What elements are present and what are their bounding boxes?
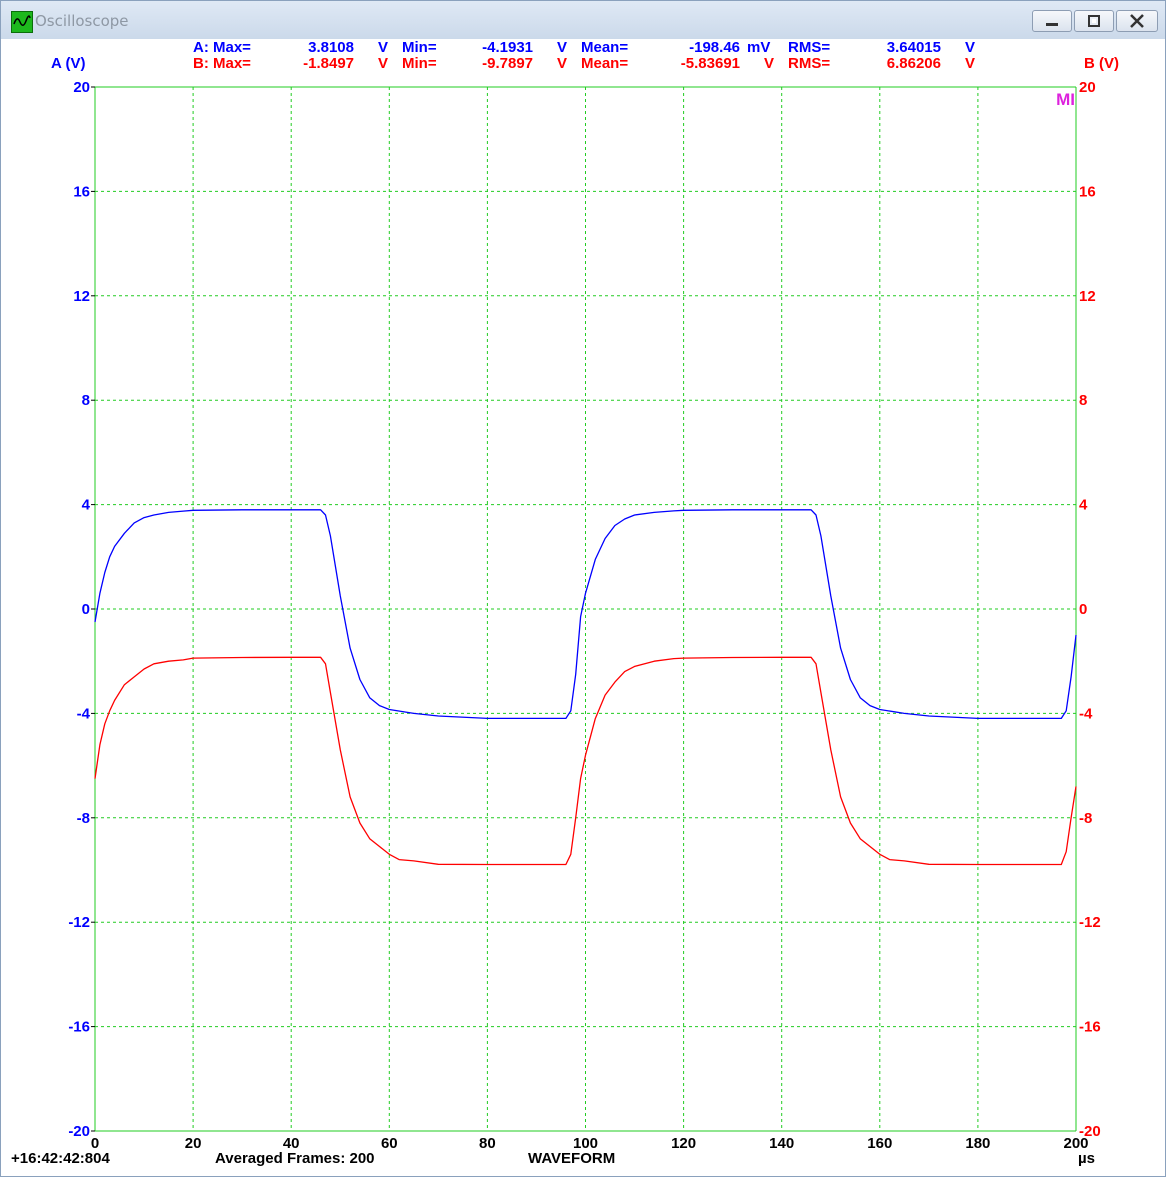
series-a-line [94,509,1077,720]
y-tick-label-right: 16 [1079,183,1096,200]
y-tick-label-right: -4 [1079,705,1093,722]
timestamp: +16:42:42:804 [11,1150,110,1167]
y-tick-label-right: 20 [1079,79,1096,96]
x-axis-unit: µs [1078,1150,1095,1167]
stats-b-min-unit: V [557,55,567,72]
y-tick-label-right: 8 [1079,392,1087,409]
stats-b-rms-label: RMS= [788,55,830,72]
stats-a-min-label: Min= [402,39,437,56]
x-tick-label: 120 [671,1135,696,1152]
y-tick-label-left: 0 [82,601,90,618]
stats-a-rms: 3.64015 [887,39,941,56]
y-tick-label-right: -8 [1079,810,1092,827]
stats-b-mean-label: Mean= [581,55,628,72]
series-b-line [94,656,1077,866]
y-tick-label-right: -12 [1079,914,1101,931]
x-tick-label: 40 [283,1135,300,1152]
y-tick-label-left: -16 [68,1019,90,1036]
stats-a: A: Max= 3.8108 V Min= -4.1931 V Mean= -1… [193,39,975,56]
maximize-icon [1088,15,1100,27]
x-tick-label: 140 [769,1135,794,1152]
x-tick-label: 60 [381,1135,398,1152]
stats-a-label: A: Max= [193,39,251,56]
y-tick-label-right: 0 [1079,601,1087,618]
y-tick-label-left: -12 [68,914,90,931]
grid [91,86,1077,1132]
y-tick-label-left: -4 [77,705,91,722]
mi-marker: MI [1056,90,1075,109]
y-axis-left-title: A (V) [51,55,85,72]
x-tick-label: 180 [965,1135,990,1152]
x-tick-label: 160 [867,1135,892,1152]
stats-b: B: Max= -1.8497 V Min= -9.7897 V Mean= -… [193,55,975,72]
x-tick-label: 20 [185,1135,202,1152]
maximize-button[interactable] [1074,10,1114,32]
y-tick-label-left: 4 [82,497,91,514]
y-tick-label-left: -8 [77,810,90,827]
y-tick-label-left: -20 [68,1123,90,1140]
stats-b-label: B: Max= [193,55,251,72]
x-tick-label: 0 [91,1135,99,1152]
x-tick-label: 80 [479,1135,496,1152]
x-tick-label: 100 [573,1135,598,1152]
stats-a-max: 3.8108 [308,39,354,56]
stats-b-rms-unit: V [965,55,975,72]
mode-label: WAVEFORM [528,1150,615,1167]
minimize-button[interactable] [1032,10,1072,32]
stats-a-min-unit: V [557,39,567,56]
y-axis-right-title: B (V) [1084,55,1119,72]
window-title: Oscilloscope [35,12,129,30]
stats-b-mean-unit: V [764,55,774,72]
stats-b-mean: -5.83691 [681,55,740,72]
stats-b-rms: 6.86206 [887,55,941,72]
y-tick-label-right: 4 [1079,497,1088,514]
y-tick-label-right: 12 [1079,288,1096,305]
stats-b-max-unit: V [378,55,388,72]
averaged-frames: Averaged Frames: 200 [215,1150,375,1167]
stats-b-min: -9.7897 [482,55,533,72]
title-bar[interactable]: Oscilloscope [1,1,1165,39]
close-icon [1130,14,1144,28]
stats-a-min: -4.1931 [482,39,533,56]
series-lines [94,509,1077,866]
stats-b-min-label: Min= [402,55,437,72]
oscilloscope-app-icon [11,11,33,33]
stats-a-mean-unit: mV [747,39,770,56]
y-tick-label-right: -20 [1079,1123,1101,1140]
y-tick-label-left: 12 [73,288,90,305]
minimize-icon [1046,23,1058,26]
stats-a-mean-label: Mean= [581,39,628,56]
y-tick-label-left: 20 [73,79,90,96]
stats-a-rms-unit: V [965,39,975,56]
stats-a-rms-label: RMS= [788,39,830,56]
x-tick-label: 200 [1063,1135,1088,1152]
y-tick-label-left: 8 [82,392,90,409]
y-tick-label-left: 16 [73,183,90,200]
stats-b-max: -1.8497 [303,55,354,72]
stats-a-mean: -198.46 [689,39,740,56]
close-button[interactable] [1116,10,1158,32]
stats-a-max-unit: V [378,39,388,56]
y-tick-label-right: -16 [1079,1019,1101,1036]
